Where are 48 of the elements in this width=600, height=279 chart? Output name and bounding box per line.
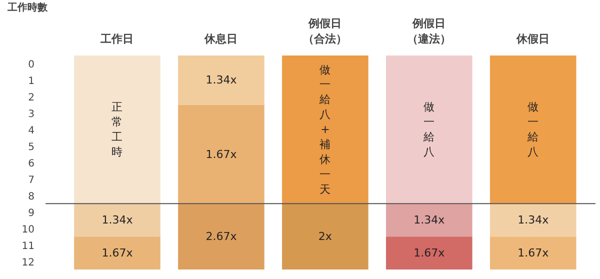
annotation: 2x xyxy=(318,230,332,244)
x-tick-label: 工作日 xyxy=(100,32,134,46)
y-tick-label: 8 xyxy=(28,191,35,202)
bar xyxy=(386,56,472,204)
y-tick-label: 6 xyxy=(28,158,35,170)
bar xyxy=(490,204,576,237)
bar xyxy=(178,56,264,105)
annotation: 做一給八 xyxy=(318,63,331,122)
y-tick-label: 12 xyxy=(22,257,35,268)
annotation: 1.67x xyxy=(414,246,446,260)
y-tick-label: 4 xyxy=(28,126,35,137)
bar xyxy=(178,104,264,204)
annotation: 1.34x xyxy=(518,214,550,227)
y-tick-label: 0 xyxy=(28,60,35,71)
annotation: 做一給八 xyxy=(422,100,435,158)
bar xyxy=(178,204,264,270)
annotation: 2.67x xyxy=(206,230,238,244)
y-axis-title: 工作時數 xyxy=(6,2,48,14)
y-tick-label: 2 xyxy=(28,92,35,104)
y-tick-label: 9 xyxy=(28,208,35,219)
y-tick-label: 1 xyxy=(28,76,35,88)
bar xyxy=(386,204,472,237)
bar xyxy=(74,56,160,204)
bar xyxy=(74,204,160,237)
annotation: 1.34x xyxy=(414,214,446,227)
annotation: 1.67x xyxy=(206,148,238,161)
y-tick-label: 5 xyxy=(28,142,35,154)
annotation: 正常工時 xyxy=(112,100,123,158)
text: +補休一天 xyxy=(320,123,331,196)
annotation: 1.34x xyxy=(206,74,238,87)
bar xyxy=(282,204,368,270)
y-tick-label: 11 xyxy=(22,240,35,252)
x-tick-label: 例假日（違法） xyxy=(407,16,452,46)
bar xyxy=(490,236,576,270)
x-tick-label: 例假日（合法） xyxy=(303,16,348,46)
y-tick-label: 10 xyxy=(22,224,35,236)
bar xyxy=(386,236,472,270)
text: 做一給八 xyxy=(528,100,539,158)
x-tick-label: 休假日 xyxy=(516,32,550,46)
annotation: 1.67x xyxy=(518,246,550,260)
annotation: 1.67x xyxy=(102,246,134,260)
x-tick-label: 休息日 xyxy=(204,32,238,46)
y-tick-label: 7 xyxy=(28,174,35,186)
bar xyxy=(490,56,576,204)
bar xyxy=(282,56,368,204)
bar xyxy=(74,236,160,270)
annotation: 1.34x xyxy=(102,214,134,227)
y-tick-label: 3 xyxy=(28,109,35,120)
